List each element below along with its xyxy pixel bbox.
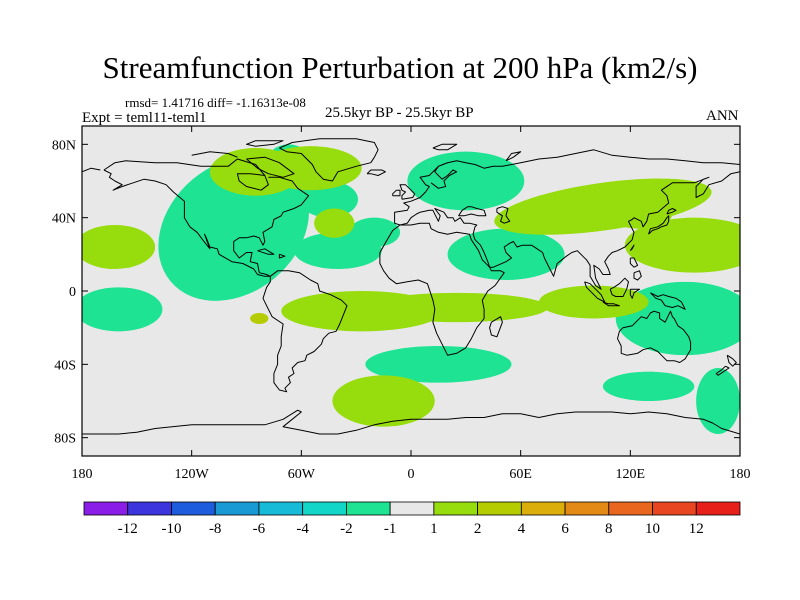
anomaly-region-25 bbox=[624, 217, 740, 273]
coast-madagascar bbox=[489, 316, 503, 338]
right-string: ANN bbox=[706, 108, 739, 124]
colorbar-label-4: -4 bbox=[296, 521, 309, 537]
x-tick-label-5: 120E bbox=[616, 467, 646, 482]
x-tick-label-4: 60E bbox=[509, 467, 532, 482]
colorbar-label-5: -2 bbox=[340, 521, 353, 537]
colorbar-label-1: -10 bbox=[161, 521, 181, 537]
coast-sumatra-java bbox=[584, 281, 620, 307]
y-tick-label-3: 40S bbox=[54, 358, 76, 373]
colorbar-label-12: 10 bbox=[645, 521, 660, 537]
coast-iceland bbox=[366, 169, 386, 176]
anomaly-region-8 bbox=[447, 228, 565, 280]
y-tick-label-4: 80S bbox=[54, 432, 76, 447]
colorbar-label-6: -1 bbox=[384, 521, 397, 537]
colorbar-label-3: -6 bbox=[253, 521, 266, 537]
anomaly-region-13 bbox=[294, 232, 382, 269]
y-tick-label-0: 80N bbox=[52, 138, 76, 153]
anomaly-region-28 bbox=[538, 285, 649, 319]
coast-africa bbox=[379, 222, 505, 356]
x-tick-label-3: 0 bbox=[408, 467, 415, 482]
coast-south-america bbox=[262, 270, 348, 393]
chart-title: Streamfunction Perturbation at 200 hPa (… bbox=[102, 50, 698, 85]
x-tick-label-2: 60W bbox=[288, 467, 316, 482]
colorbar-box-3 bbox=[214, 501, 260, 516]
x-tick-label-0: 180 bbox=[72, 467, 93, 482]
colorbar: -12 -10 -8 -6 -4 -2 -1 1 2 4 6 8 10 12 bbox=[83, 501, 741, 537]
anomaly-region-14 bbox=[299, 181, 358, 218]
anomaly-region-21 bbox=[259, 146, 362, 191]
colorbar-box-13 bbox=[652, 501, 697, 516]
left-string: Expt = teml11-teml1 bbox=[82, 110, 207, 126]
coast-taiwan-philippines bbox=[629, 244, 642, 281]
coast-north-america bbox=[103, 158, 310, 277]
anomaly-region-17 bbox=[365, 346, 512, 383]
coast-antarctica bbox=[82, 409, 740, 435]
anomaly-region-31 bbox=[314, 208, 355, 238]
coast-caribbean bbox=[257, 248, 286, 259]
coast-baffin bbox=[246, 156, 295, 178]
anomaly-region-23 bbox=[606, 199, 673, 229]
coast-borneo bbox=[609, 277, 629, 297]
anomaly-region-16 bbox=[602, 371, 695, 402]
colorbar-label-9: 4 bbox=[518, 521, 526, 537]
coast-scandinavia bbox=[430, 162, 458, 189]
coast-british-isles bbox=[392, 184, 416, 200]
x-axis: 180 120W 60W 0 60E 120E 180 bbox=[72, 126, 751, 482]
coast-japan bbox=[648, 208, 677, 235]
colorbar-box-5 bbox=[302, 501, 347, 516]
coast-caspian bbox=[496, 206, 511, 224]
anomaly-region-27 bbox=[365, 292, 549, 323]
coast-alaska-arctic-islands bbox=[82, 140, 284, 173]
colorbar-box-14 bbox=[695, 501, 741, 516]
x-tick-label-6: 180 bbox=[730, 467, 751, 482]
coastlines bbox=[82, 138, 740, 435]
anomaly-region-4 bbox=[82, 287, 163, 332]
stats-string: rmsd= 1.41716 diff= -1.16313e-08 bbox=[125, 95, 306, 110]
y-tick-label-2: 0 bbox=[69, 285, 76, 300]
colorbar-label-8: 2 bbox=[474, 521, 482, 537]
x-tick-label-1: 120W bbox=[175, 467, 210, 482]
colorbar-label-10: 6 bbox=[561, 521, 569, 537]
colorbar-label-2: -8 bbox=[209, 521, 222, 537]
coast-sulawesi bbox=[629, 288, 640, 299]
y-tick-label-1: 40N bbox=[52, 212, 76, 227]
anomaly-field bbox=[82, 144, 740, 434]
anomaly-region-22 bbox=[494, 178, 712, 235]
anomaly-region-11 bbox=[696, 368, 740, 434]
colorbar-box-2 bbox=[171, 501, 216, 516]
anomaly-region-19 bbox=[82, 225, 156, 269]
colorbar-box-1 bbox=[127, 501, 172, 516]
colorbar-label-13: 12 bbox=[689, 521, 704, 537]
coast-svalbard bbox=[432, 143, 522, 162]
colorbar-box-12 bbox=[608, 501, 653, 516]
coast-greenland bbox=[279, 138, 379, 182]
colorbar-box-8 bbox=[433, 501, 479, 516]
y-axis: 80N 40N 0 40S 80S bbox=[52, 138, 740, 447]
colorbar-box-6 bbox=[345, 501, 391, 516]
colorbar-box-10 bbox=[520, 501, 566, 516]
coast-australia bbox=[617, 310, 692, 363]
coast-eurasia bbox=[394, 149, 740, 290]
colorbar-label-7: 1 bbox=[430, 521, 438, 537]
colorbar-box-4 bbox=[258, 501, 304, 516]
anomaly-region-29 bbox=[250, 313, 269, 324]
colorbar-box-0 bbox=[83, 501, 129, 516]
colorbar-label-0: -12 bbox=[118, 521, 138, 537]
coast-new-guinea bbox=[650, 292, 686, 310]
colorbar-label-11: 8 bbox=[605, 521, 613, 537]
center-string: 25.5kyr BP - 25.5kyr BP bbox=[325, 105, 474, 121]
colorbar-box-9 bbox=[477, 501, 522, 516]
anomaly-region-30 bbox=[332, 375, 435, 427]
colorbar-box-7 bbox=[389, 501, 435, 516]
colorbar-box-11 bbox=[564, 501, 610, 516]
